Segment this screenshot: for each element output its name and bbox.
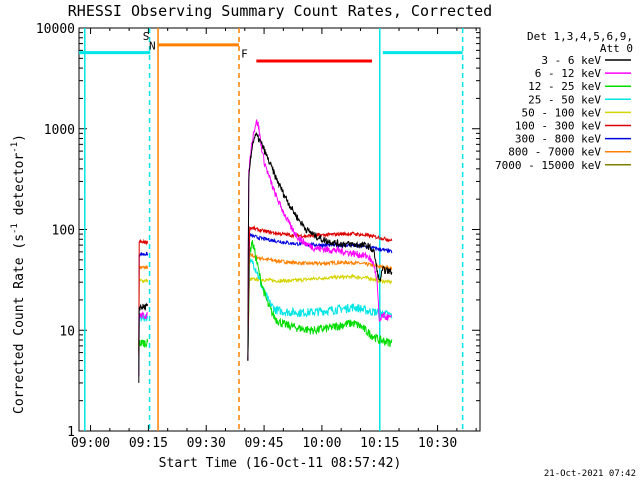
series-line bbox=[247, 232, 393, 361]
series-line bbox=[138, 311, 148, 377]
footer-timestamp: 21-Oct-2021 07:42 bbox=[544, 469, 636, 479]
series-line bbox=[247, 273, 393, 361]
series-line bbox=[138, 338, 149, 371]
series-line bbox=[138, 251, 149, 353]
y-tick-label: 1000 bbox=[44, 123, 75, 138]
y-tick-label: 10000 bbox=[36, 22, 75, 37]
series-line bbox=[247, 131, 393, 361]
y-tick-label: 1 bbox=[67, 425, 75, 440]
y-tick-label: 100 bbox=[52, 224, 75, 239]
legend-label: 100 - 300 keV bbox=[515, 120, 601, 133]
series-line bbox=[247, 225, 393, 361]
x-tick-label: 09:00 bbox=[71, 436, 110, 451]
series-line bbox=[138, 277, 149, 361]
x-tick-label: 09:30 bbox=[187, 436, 226, 451]
series-line bbox=[138, 238, 149, 357]
x-tick-label: 10:00 bbox=[302, 436, 341, 451]
x-tick-label: 09:15 bbox=[129, 436, 168, 451]
y-axis-label: Corrected Count Rate (s-1 detector-1) bbox=[10, 134, 27, 414]
state-marker-label: N bbox=[149, 40, 156, 53]
x-tick-label: 10:30 bbox=[418, 436, 457, 451]
series-line bbox=[247, 258, 393, 361]
series-line bbox=[138, 302, 149, 383]
state-marker-label: F bbox=[241, 47, 248, 60]
series-line bbox=[247, 119, 392, 361]
legend-title: Det 1,3,4,5,6,9, bbox=[527, 30, 633, 43]
legend-label: 7000 - 15000 keV bbox=[495, 159, 601, 172]
plot-area: 09:00 09:15 09:30 09:45 10:00 10:15 10:30 1 10 10… bbox=[36, 22, 481, 451]
y-tick-label: 10 bbox=[59, 324, 75, 339]
legend-label: 800 - 7000 keV bbox=[508, 146, 601, 159]
series-line bbox=[138, 264, 149, 350]
legend-label: 300 - 800 keV bbox=[515, 133, 601, 146]
chart-title: RHESSI Observing Summary Count Rates, Co… bbox=[68, 2, 492, 20]
legend-label: 25 - 50 keV bbox=[528, 93, 601, 106]
legend-label: 3 - 6 keV bbox=[541, 54, 601, 67]
legend-label: 50 - 100 keV bbox=[522, 106, 602, 119]
x-tick-label: 10:15 bbox=[360, 436, 399, 451]
legend-label: 12 - 25 keV bbox=[528, 80, 601, 93]
x-tick-label: 09:45 bbox=[245, 436, 284, 451]
series-line bbox=[247, 252, 393, 361]
state-marker-label: S bbox=[143, 30, 150, 43]
legend-title: Att 0 bbox=[600, 42, 633, 55]
x-axis-label: Start Time (16-Oct-11 08:57:42) bbox=[159, 456, 402, 471]
legend-label: 6 - 12 keV bbox=[535, 67, 602, 80]
series-line bbox=[247, 240, 393, 361]
